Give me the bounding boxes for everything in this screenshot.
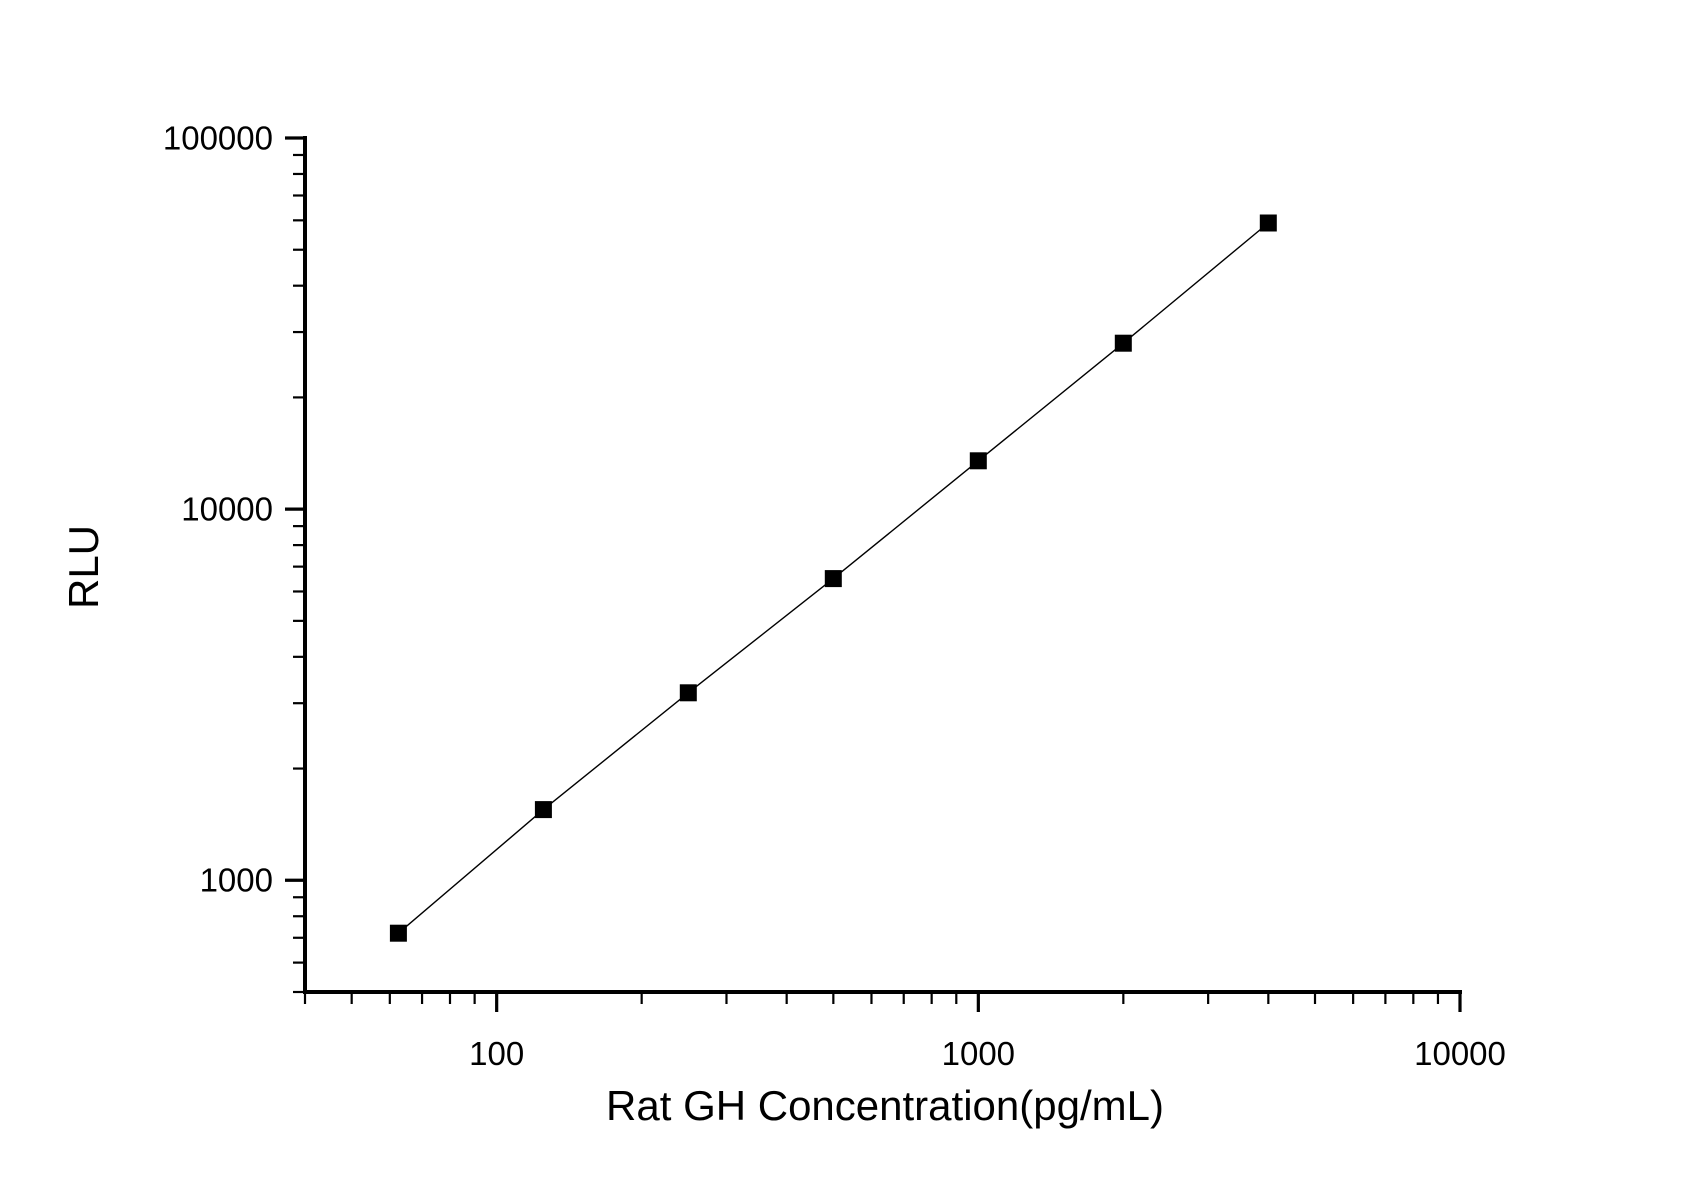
data-point-marker <box>1114 334 1132 352</box>
x-tick-label: 100 <box>469 1035 525 1072</box>
y-tick-label: 100000 <box>162 119 273 157</box>
data-point-marker <box>824 570 842 588</box>
data-point-marker <box>679 684 697 702</box>
data-point-marker <box>1259 214 1277 232</box>
x-tick-label: 10000 <box>1414 1035 1506 1072</box>
data-point-marker <box>969 452 987 470</box>
x-axis-title: Rat GH Concentration(pg/mL) <box>606 1082 1164 1129</box>
data-point-marker <box>389 924 407 942</box>
y-axis-title: RLU <box>60 524 107 610</box>
x-tick-label: 1000 <box>941 1035 1016 1072</box>
data-point-marker <box>534 801 552 819</box>
y-tick-label: 1000 <box>199 861 273 899</box>
y-tick-label: 10000 <box>181 490 273 528</box>
